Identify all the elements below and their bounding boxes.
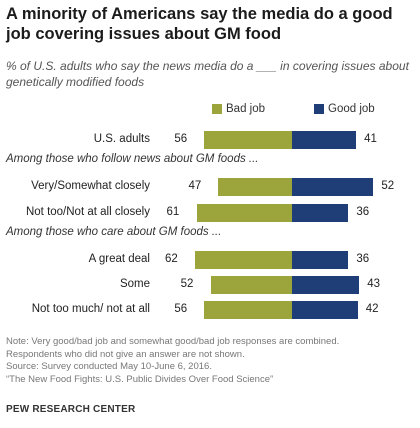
value-label-bad: 52 <box>180 278 194 290</box>
legend-swatch-good <box>314 104 324 114</box>
bar-good <box>292 276 360 294</box>
value-label-bad: 47 <box>188 180 202 192</box>
bar-bad <box>204 301 292 319</box>
note-line: Note: Very good/bad job and somewhat goo… <box>6 336 340 347</box>
bar-good <box>292 301 358 319</box>
brand-footer: PEW RESEARCH CENTER <box>6 404 136 415</box>
source-line: Source: Survey conducted May 10-June 6, … <box>6 361 212 372</box>
value-label-good: 36 <box>356 253 370 265</box>
value-label-bad: 56 <box>174 303 188 315</box>
group-header: Among those who care about GM foods ... <box>6 226 222 238</box>
group-header: Among those who follow news about GM foo… <box>6 153 259 165</box>
legend-bad: Bad job <box>212 103 265 115</box>
legend-good: Good job <box>314 103 375 115</box>
chart-subtitle: % of U.S. adults who say the news media … <box>6 59 409 89</box>
legend-label-good: Good job <box>328 103 375 115</box>
bar-good <box>292 178 374 196</box>
bar-good <box>292 251 349 269</box>
row-label: Not too much/ not at all <box>31 303 150 315</box>
value-label-bad: 56 <box>174 133 188 145</box>
bar-bad <box>218 178 292 196</box>
bar-good <box>292 204 349 222</box>
bar-bad <box>204 131 292 149</box>
row-label: A great deal <box>88 253 150 265</box>
value-label-good: 42 <box>365 303 379 315</box>
bar-bad <box>196 204 292 222</box>
value-label-good: 36 <box>356 206 370 218</box>
row-label: Not too/Not at all closely <box>25 206 150 218</box>
row-label: U.S. adults <box>93 133 150 145</box>
value-label-good: 41 <box>364 133 377 145</box>
value-label-good: 52 <box>381 180 395 192</box>
row-label: Very/Somewhat closely <box>31 180 150 192</box>
value-label-bad: 62 <box>164 253 178 265</box>
report-title-line: “The New Food Fights: U.S. Public Divide… <box>6 373 274 385</box>
value-label-good: 43 <box>367 278 381 290</box>
value-label-bad: 61 <box>166 206 180 218</box>
row-label: Some <box>119 278 150 290</box>
legend-label-bad: Bad job <box>226 103 266 115</box>
bar-bad <box>210 276 292 294</box>
bar-good <box>292 131 357 149</box>
bar-bad <box>194 251 292 269</box>
chart-title: A minority of Americans say the media do… <box>6 5 393 43</box>
legend-swatch-bad <box>212 104 222 114</box>
chart-notes: Note: Very good/bad job and somewhat goo… <box>6 336 414 386</box>
note-line: Respondents who did not give an answer a… <box>6 348 245 360</box>
